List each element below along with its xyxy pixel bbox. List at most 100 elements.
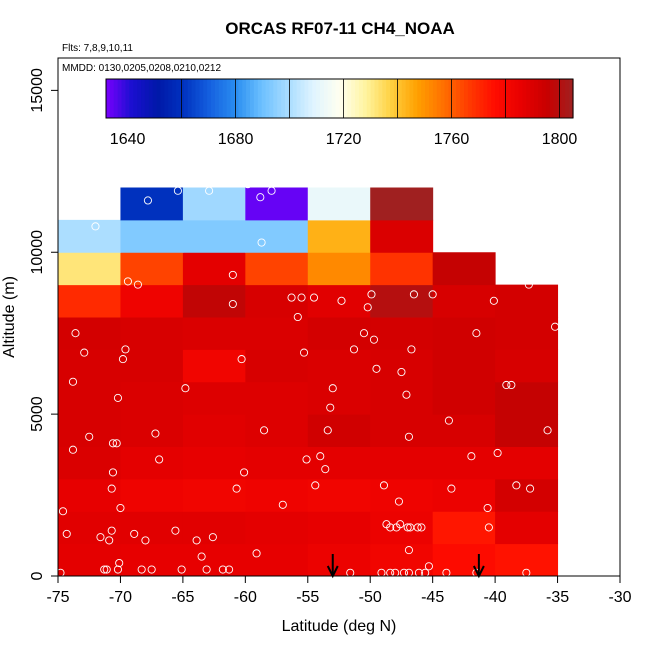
heatmap-cells (58, 187, 559, 577)
colorbar-swatch (355, 79, 360, 118)
sample-point (197, 552, 206, 561)
colorbar-swatch (327, 79, 333, 118)
x-tick-label: -55 (296, 589, 319, 606)
colorbar-swatch (440, 79, 446, 118)
heatmap-cell (58, 381, 121, 415)
sample-point (107, 526, 116, 535)
sample-point (225, 565, 234, 574)
colorbar-swatch (495, 79, 500, 118)
sample-point (328, 384, 337, 393)
colorbar-tick-label: 1640 (110, 131, 146, 148)
colorbar-swatch (152, 79, 158, 118)
colorbar-swatch (436, 79, 442, 118)
sample-point (507, 380, 516, 390)
sample-point (444, 416, 453, 425)
x-tick-label: -70 (109, 589, 132, 606)
sample-point (396, 520, 405, 529)
y-tick-label: 5000 (29, 396, 46, 432)
colorbar-swatch (444, 79, 450, 118)
heatmap-cell (58, 349, 121, 383)
dates-note: MMDD: 0130,0205,0208,0210,0212 (62, 63, 221, 74)
heatmap-cell (245, 478, 309, 512)
sample-point (447, 484, 456, 493)
colorbar-swatch (308, 79, 313, 118)
sample-point (208, 533, 217, 542)
sample-point (372, 364, 381, 373)
heatmap-cell (307, 414, 371, 447)
sample-point (299, 348, 309, 357)
sample-point (171, 526, 180, 535)
sample-point (493, 448, 502, 458)
colorbar-swatch (117, 79, 123, 118)
heatmap-cell (245, 349, 309, 383)
heatmap-cell (58, 478, 121, 512)
sample-point (287, 293, 296, 302)
colorbar-swatch (510, 79, 516, 118)
colorbar-swatch (312, 79, 317, 118)
sample-point (483, 503, 492, 513)
sample-point (155, 455, 164, 464)
colorbar-swatch (253, 79, 259, 118)
sample-point (302, 455, 311, 464)
sample-point (369, 335, 379, 344)
heatmap-cell (495, 381, 559, 415)
heatmap-cell (307, 252, 371, 286)
colorbar-tick-label: 1720 (326, 131, 362, 148)
heatmap-cell (245, 187, 309, 221)
colorbar-swatch (265, 79, 271, 118)
sample-point (311, 481, 320, 490)
x-tick-label: -45 (421, 589, 444, 606)
heatmap-cell (307, 187, 371, 221)
heatmap-cell (58, 446, 121, 480)
sample-point (85, 432, 94, 441)
colorbar-swatch (561, 79, 566, 118)
heatmap-cell (245, 317, 309, 350)
sample-point (141, 536, 150, 545)
colorbar-swatch (401, 79, 407, 118)
colorbar-swatch (506, 79, 512, 118)
sample-point (108, 439, 118, 448)
colorbar-swatch (183, 79, 189, 118)
colorbar-swatch (156, 79, 162, 118)
sample-point (404, 546, 413, 555)
colorbar-swatch (351, 79, 356, 118)
heatmap-cell (58, 219, 121, 253)
colorbar-swatch (218, 79, 224, 118)
sample-point (409, 290, 418, 299)
colorbar-swatch (569, 79, 574, 118)
heatmap-cell (182, 187, 246, 221)
sample-point (243, 180, 252, 189)
heatmap-cell (370, 543, 434, 577)
colorbar-swatch (144, 79, 150, 118)
sample-point (143, 196, 152, 205)
sample-point (232, 484, 241, 493)
colorbar-swatch (129, 79, 134, 118)
sample-point (113, 393, 122, 402)
sample-point (326, 403, 335, 412)
sample-point (417, 523, 426, 532)
heatmap-cell (307, 284, 371, 318)
sample-point (404, 432, 413, 441)
colorbar-swatch (499, 79, 504, 118)
colorbar-swatch (553, 79, 559, 118)
sample-point (349, 345, 359, 354)
colorbar-swatch (179, 79, 185, 118)
sample-point (113, 565, 122, 574)
heatmap-cell (182, 381, 246, 415)
heatmap-cell (432, 446, 496, 480)
heatmap-cell (370, 349, 434, 383)
colorbar-swatch (417, 79, 422, 118)
colorbar-swatch (386, 79, 391, 118)
sample-point (58, 507, 68, 516)
heatmap-cell (245, 252, 309, 286)
sample-point (386, 523, 395, 532)
colorbar-swatch (288, 79, 294, 118)
heatmap-cell (432, 317, 496, 350)
sample-point (130, 529, 139, 538)
heatmap-cell (182, 252, 246, 286)
chart-title: ORCAS RF07-11 CH4_NOAA (225, 19, 455, 38)
colorbar-swatch (429, 79, 434, 118)
heatmap-cell (432, 381, 496, 415)
colorbar-swatch (203, 79, 208, 118)
sample-point (137, 565, 146, 574)
